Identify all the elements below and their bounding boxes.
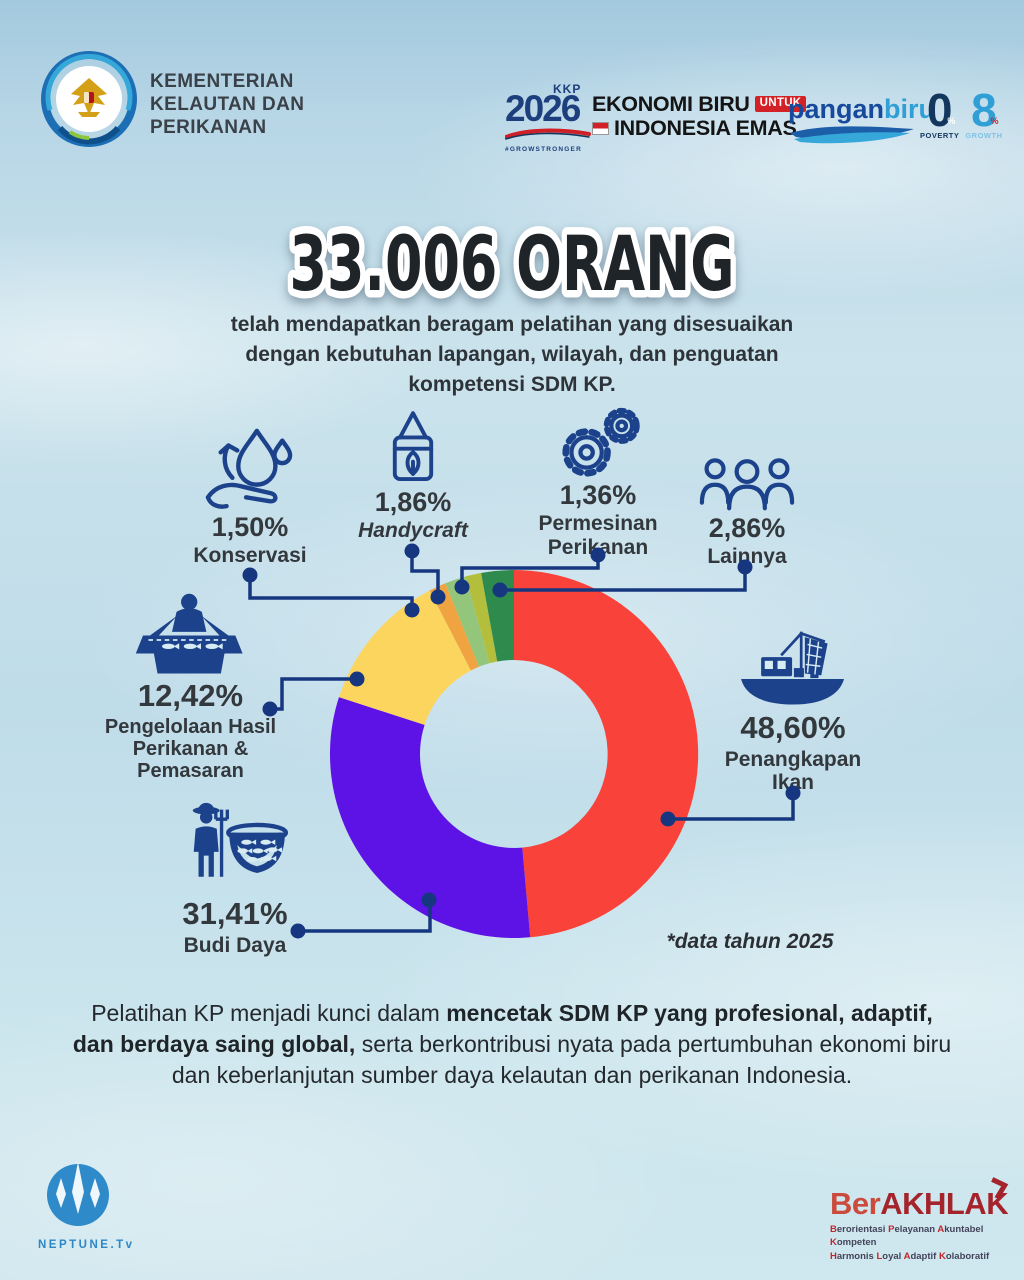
donut-segment-handycraft: [445, 576, 490, 667]
ekonomi-biru-line1: EKONOMI BIRU: [592, 92, 750, 116]
stat-label: Permesinan Perikanan: [538, 512, 658, 559]
connector-budidaya: [298, 900, 432, 933]
stat-label: Budi Daya: [183, 933, 287, 957]
aquaculture-farmer-icon: [192, 802, 289, 877]
berakhlak-title: BerAKHLAK: [830, 1177, 1009, 1221]
untuk-badge: UNTUK: [754, 96, 807, 113]
connector-permesinan: [460, 555, 600, 587]
poverty-label: POVERTY: [920, 131, 960, 141]
data-year-footnote: *data tahun 2025: [666, 930, 834, 953]
chart-label-handycraft: 1,86% Handycraft: [338, 408, 488, 543]
stat-label: Lainnya: [707, 545, 787, 569]
berakhlak-tagline-line-1: Berorientasi Pelayanan Akuntabel Kompete…: [830, 1224, 984, 1249]
biru-word: biru: [884, 94, 936, 124]
stat-label: Handycraft: [358, 519, 468, 543]
stat-label: Konservasi: [193, 544, 307, 568]
ekonomi-biru-line2: INDONESIA EMAS: [614, 116, 797, 141]
headline-subtitle: telah mendapatkan beragam pelatihan yang…: [230, 313, 794, 396]
ekonomi-biru-logo: EKONOMI BIRU UNTUK INDONESIA EMAS: [592, 92, 807, 141]
growth-label: GROWTH: [965, 131, 1003, 141]
fishing-boat-icon: [741, 631, 845, 705]
gears-icon: [562, 407, 640, 477]
red-wave-swoosh-icon: [504, 128, 591, 140]
chart-label-permesinan: 1,36% Permesinan Perikanan: [523, 405, 673, 559]
kkp-ministry-logo: [41, 51, 137, 147]
donut-segments: [329, 569, 699, 939]
connector-lainnya: [500, 567, 747, 592]
ministry-name-line3: PERIKANAN: [150, 117, 267, 139]
zero-poverty-eight-growth-logo: 0 % POVERTY 8 % GROWTH: [920, 84, 1003, 141]
kkp-2026-tagline: #GROWSTRONGER: [505, 146, 582, 153]
donut-segment-konservasi: [429, 583, 479, 671]
stat-value: 2,86%: [708, 513, 786, 543]
garuda-emblem-icon: [71, 78, 107, 117]
berakhlak-title-ber: Ber: [830, 1186, 881, 1221]
indonesia-flag-icon: [592, 122, 609, 136]
zero-percent: %: [947, 116, 956, 127]
chart-label-pengelolaan: 12,42% Pengelolaan Hasil Perikanan & Pem…: [103, 592, 278, 783]
eight-percent: %: [990, 116, 999, 127]
ministry-name-line2: KELAUTAN DAN: [150, 94, 305, 116]
closing-part3: serta berkontribusi nyata pada pertumbuh…: [171, 1030, 952, 1088]
closing-part2-bold: mencetak SDM KP yang profesional, adapti…: [72, 1000, 933, 1057]
stat-label: Penangkapan Ikan: [724, 747, 862, 795]
stat-value: 12,42%: [137, 678, 244, 713]
fish-market-table-icon: [135, 593, 243, 674]
neptune-tv-label: NEPTUNE.Tv: [38, 1239, 135, 1251]
headline-count: 33.006 ORANG: [290, 219, 735, 308]
closing-part1: Pelatihan KP menjadi kunci dalam: [91, 1000, 447, 1026]
chart-label-lainnya: 2,86% Lainnya: [672, 450, 822, 569]
chart-label-budidaya: 31,41% Budi Daya: [155, 800, 315, 957]
kkp-2026-logo: KKP 2026 #GROWSTRONGER: [504, 82, 605, 153]
pangan-biru-logo: panganbiru: [788, 96, 935, 152]
berakhlak-logo: BerAKHLAK Berorientasi Pelayanan Akuntab…: [830, 1177, 1009, 1263]
ministry-name: KEMENTERIAN KELAUTAN DAN PERIKANAN: [150, 70, 304, 140]
chart-label-penangkapan: 48,60% Penangkapan Ikan: [713, 628, 873, 795]
donut-segment-penangkapan-ikan: [514, 569, 699, 938]
berakhlak-title-akhlak: AKHLAK: [880, 1186, 1009, 1221]
donut-segment-pengelolaan-hasil-perikanan-pemasaran: [339, 590, 471, 725]
donut-segment-budi-daya: [329, 697, 531, 939]
stat-label: Pengelolaan Hasil Perikanan & Pemasaran: [104, 715, 277, 783]
neptune-tv-logo: NEPTUNE.Tv: [38, 1162, 135, 1251]
ministry-name-line1: KEMENTERIAN: [150, 71, 294, 92]
stat-value: 1,36%: [559, 480, 637, 510]
connector-handycraft: [410, 551, 440, 597]
people-group-icon: [699, 458, 795, 511]
closing-paragraph: Pelatihan KP menjadi kunci dalam menceta…: [72, 998, 952, 1090]
berakhlak-arrow-icon: [991, 1177, 1009, 1198]
connector-penangkapan: [668, 793, 795, 821]
water-drop-hand-icon: [205, 428, 293, 509]
berakhlak-tagline-line-2: Harmonis Loyal Adaptif Kolaboratif: [830, 1250, 990, 1262]
blue-wave-icon: [790, 126, 914, 144]
connector-pengelolaan: [270, 677, 357, 711]
stat-value: 1,86%: [374, 487, 452, 517]
kkp-2026-year: 2026: [505, 88, 581, 129]
neptune-trident-icon: [47, 1162, 109, 1226]
pangan-word: pangan: [788, 94, 885, 124]
zero-digit: 0: [926, 84, 953, 136]
stat-value: 48,60%: [740, 710, 846, 745]
kkp-2026-kkp-label: KKP: [553, 82, 582, 96]
donut-segment-permesinan-perikanan: [465, 573, 498, 664]
chart-label-konservasi: 1,50% Konservasi: [175, 425, 325, 568]
donut-segment-lainnya: [481, 570, 514, 662]
stat-value: 1,50%: [211, 512, 289, 542]
headline-banner: 33.006 ORANG: [282, 216, 742, 316]
eight-digit: 8: [971, 84, 997, 136]
stat-value: 31,41%: [182, 896, 288, 931]
tote-bag-icon: [392, 411, 434, 482]
